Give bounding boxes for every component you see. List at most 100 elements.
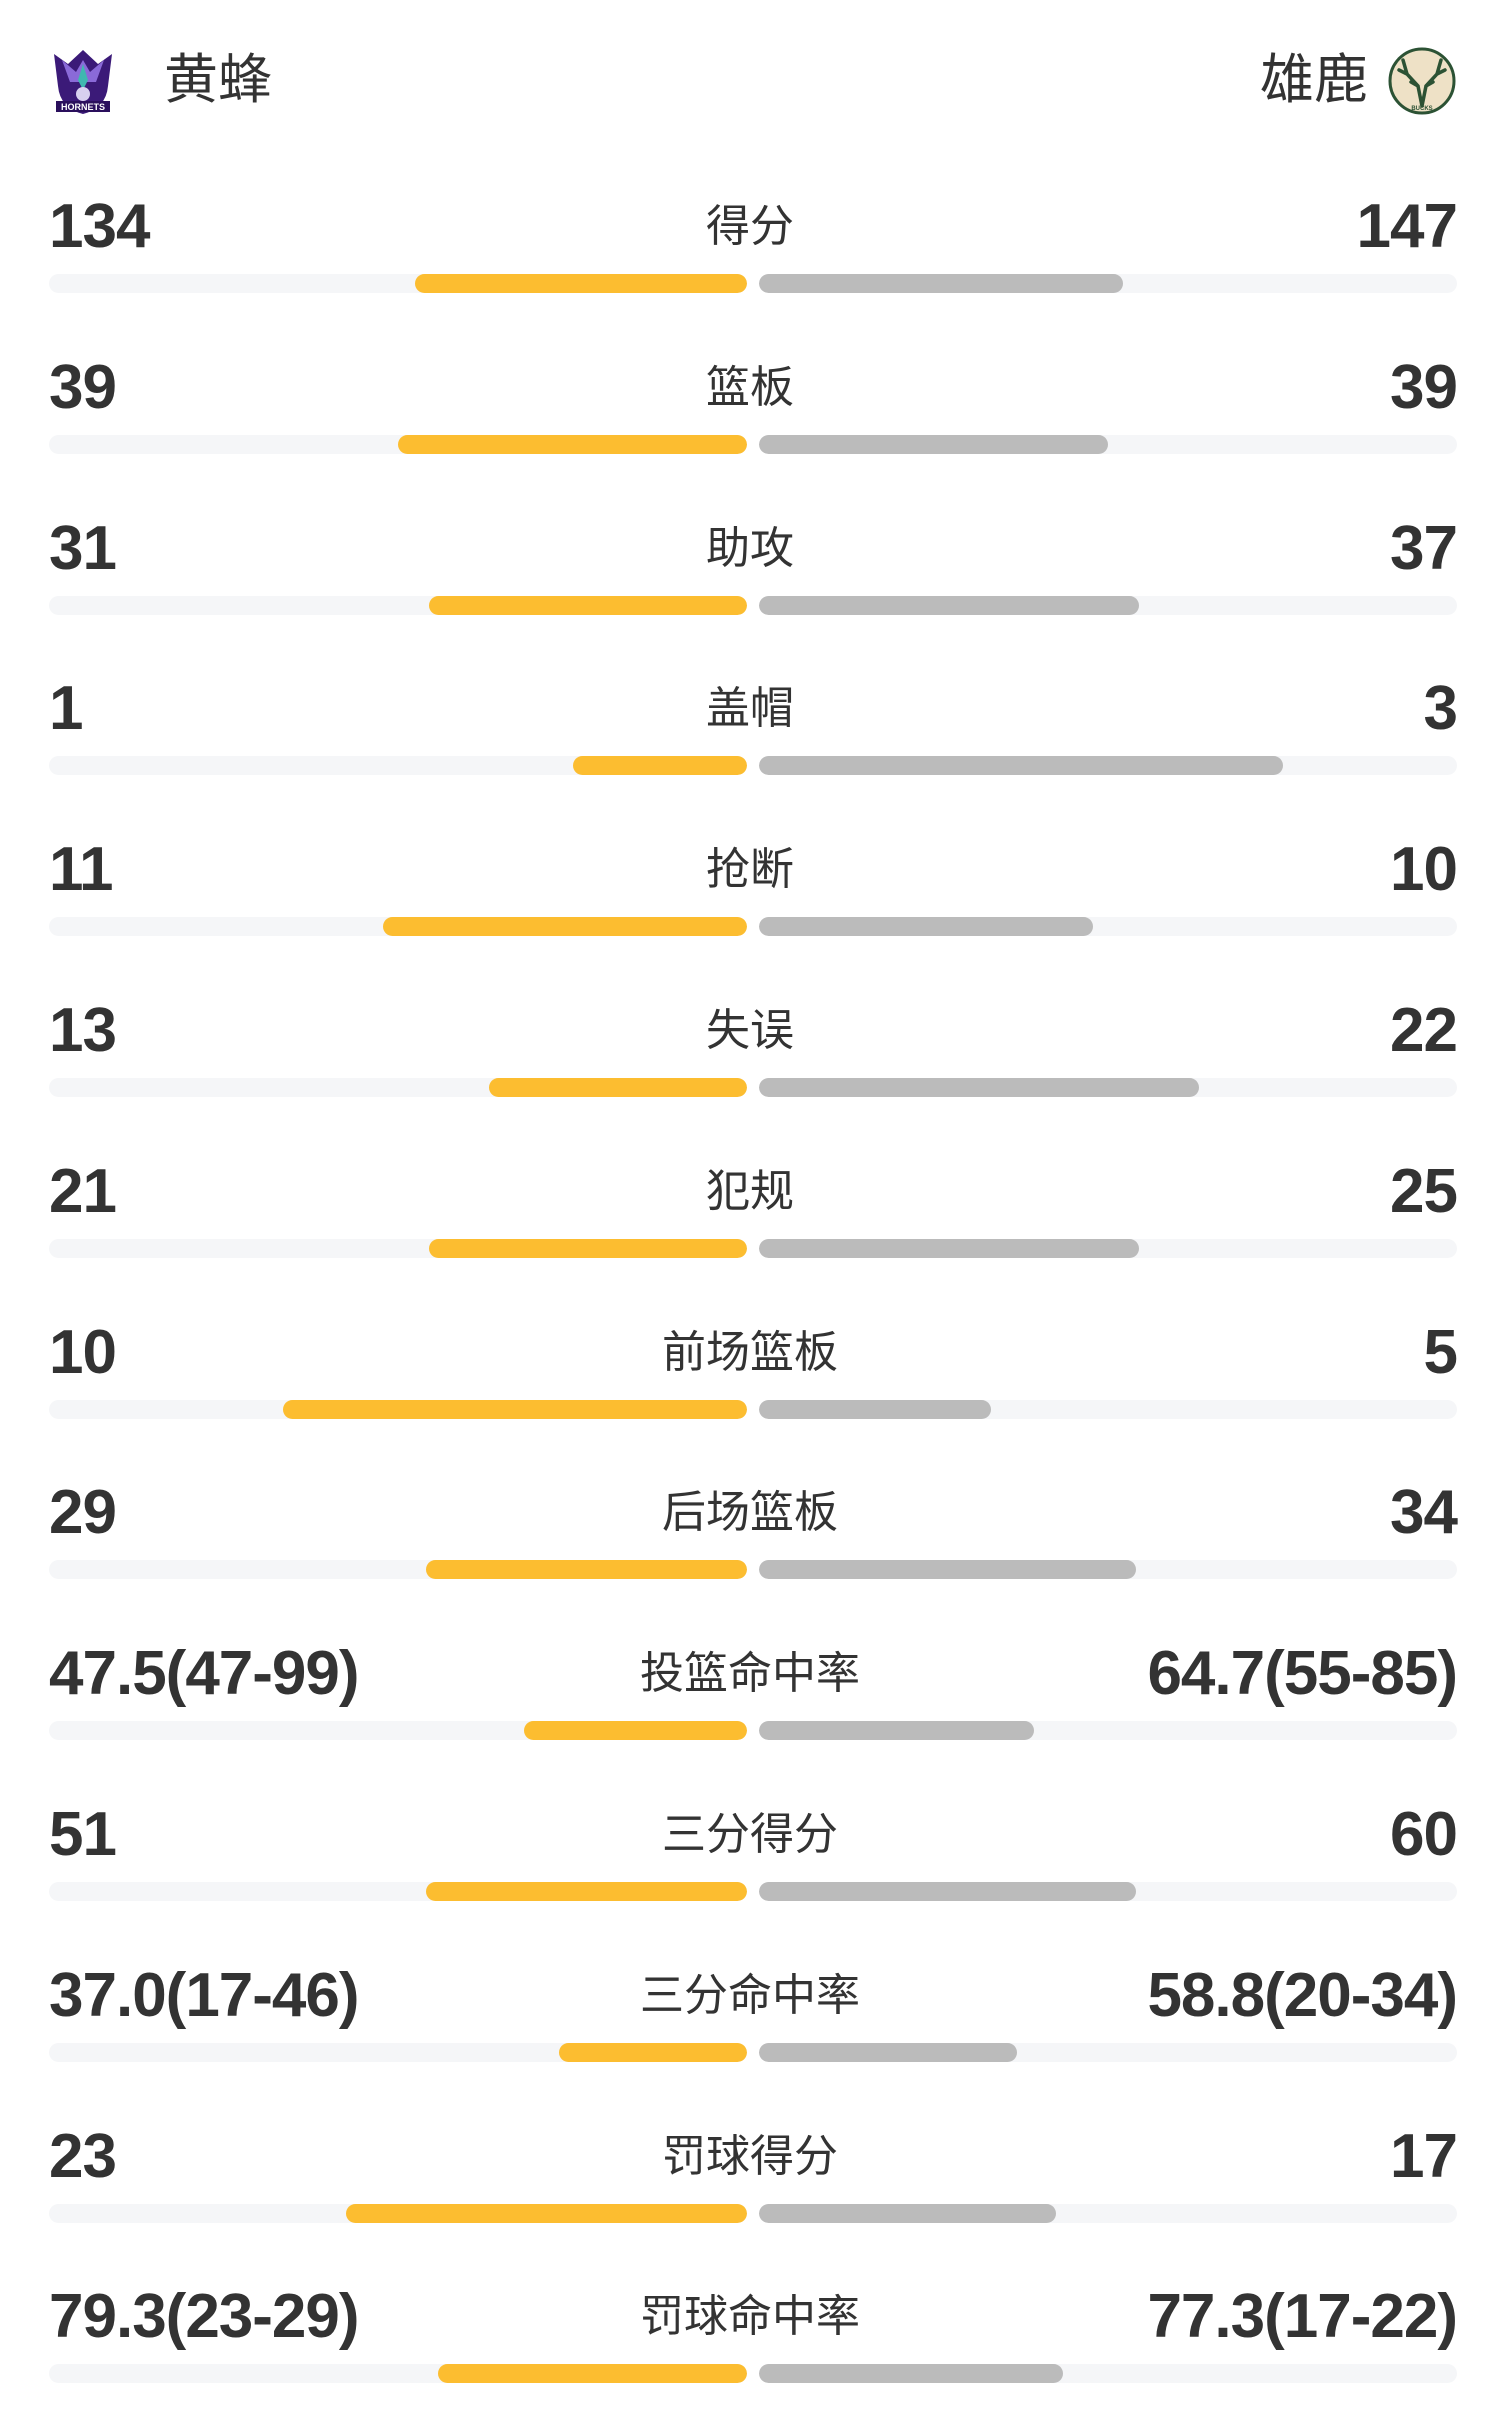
home-bar-fill — [437, 2364, 747, 2384]
stat-label: 篮板 — [706, 361, 794, 413]
home-bar-track — [49, 1399, 747, 1419]
away-bar-fill — [759, 1238, 1139, 1258]
home-value: 79.3(23-29) — [49, 2282, 360, 2352]
hornets-logo[interactable]: HORNETS — [48, 46, 118, 116]
home-bar-fill — [428, 1238, 747, 1258]
away-bar-track — [759, 1399, 1457, 1419]
home-bar-track — [49, 2042, 747, 2062]
away-value: 39 — [1390, 352, 1458, 422]
away-value: 10 — [1390, 835, 1458, 905]
home-bar-fill — [282, 1399, 747, 1419]
away-bar-fill — [759, 2042, 1018, 2062]
home-bar-fill — [425, 1560, 747, 1580]
home-bar-fill — [523, 1721, 747, 1741]
home-value: 29 — [49, 1478, 117, 1548]
home-bar-fill — [382, 917, 747, 937]
home-bar-fill — [345, 2203, 747, 2223]
home-bar-fill — [425, 1881, 747, 1901]
stat-row: 21 犯规 25 — [0, 1137, 1500, 1298]
home-value: 21 — [49, 1156, 117, 1226]
away-value: 34 — [1390, 1478, 1458, 1548]
home-bar-fill — [572, 756, 747, 776]
home-bar-track — [49, 434, 747, 454]
home-value: 23 — [49, 2121, 117, 2191]
svg-text:BUCKS: BUCKS — [1411, 106, 1432, 112]
home-value: 13 — [49, 995, 117, 1065]
away-bar-fill — [759, 434, 1108, 454]
home-team-name: 黄蜂 — [164, 48, 272, 111]
home-bar-fill — [558, 2042, 747, 2062]
home-bar-track — [49, 274, 747, 293]
away-bar-fill — [759, 2364, 1064, 2384]
stat-label: 犯规 — [706, 1165, 794, 1217]
stat-label: 罚球得分 — [662, 2130, 838, 2182]
home-bar-track — [49, 1238, 747, 1258]
stat-label: 前场篮板 — [662, 1326, 838, 1378]
home-bar-track — [49, 1560, 747, 1580]
away-value: 3 — [1423, 674, 1458, 744]
home-bar-track — [49, 595, 747, 615]
home-bar-track — [49, 1721, 747, 1741]
home-bar-track — [49, 2203, 747, 2223]
stat-label: 得分 — [706, 201, 794, 252]
away-bar-track — [759, 434, 1457, 454]
home-value: 10 — [49, 1317, 117, 1387]
away-bar-track — [759, 1881, 1457, 1901]
away-bar-track — [759, 1077, 1457, 1097]
stat-row: 37.0(17-46) 三分命中率 58.8(20-34) — [0, 1941, 1500, 2102]
bucks-logo[interactable]: BUCKS — [1387, 46, 1457, 116]
away-bar-track — [759, 274, 1457, 293]
stat-row: 47.5(47-99) 投篮命中率 64.7(55-85) — [0, 1619, 1500, 1780]
home-value: 11 — [49, 835, 114, 905]
away-bar-fill — [759, 274, 1124, 293]
away-bar-fill — [759, 917, 1093, 937]
home-bar-track — [49, 1077, 747, 1097]
stat-label: 三分得分 — [662, 1808, 838, 1860]
away-value: 37 — [1390, 513, 1458, 583]
away-bar-fill — [759, 1560, 1136, 1580]
away-value: 25 — [1390, 1156, 1458, 1226]
home-bar-track — [49, 2364, 747, 2384]
away-bar-track — [759, 2364, 1457, 2384]
away-bar-track — [759, 2042, 1457, 2062]
home-bar-fill — [488, 1077, 747, 1097]
home-value: 47.5(47-99) — [49, 1639, 360, 1709]
stat-row: 23 罚球得分 17 — [0, 2102, 1500, 2263]
away-bar-track — [759, 1238, 1457, 1258]
stat-row: 39 篮板 39 — [0, 333, 1500, 494]
home-value: 37.0(17-46) — [49, 1960, 360, 2030]
away-value: 5 — [1423, 1317, 1458, 1387]
away-bar-track — [759, 1721, 1457, 1741]
away-value: 64.7(55-85) — [1147, 1639, 1458, 1709]
home-bar-fill — [428, 595, 747, 615]
away-bar-track — [759, 1560, 1457, 1580]
home-bar-track — [49, 1881, 747, 1901]
home-value: 1 — [49, 674, 83, 744]
home-value: 39 — [49, 352, 117, 422]
svg-text:HORNETS: HORNETS — [61, 102, 105, 112]
away-bar-fill — [759, 1881, 1136, 1901]
away-value: 147 — [1356, 192, 1458, 261]
stat-label: 三分命中率 — [640, 1969, 860, 2021]
stat-row: 1 盖帽 3 — [0, 654, 1500, 815]
stat-row: 11 抢断 10 — [0, 815, 1500, 976]
stat-row: 10 前场篮板 5 — [0, 1298, 1500, 1459]
home-value: 31 — [49, 513, 117, 583]
away-bar-track — [759, 595, 1457, 615]
stat-row: 79.3(23-29) 罚球命中率 77.3(17-22) — [0, 2262, 1500, 2423]
home-bar-track — [49, 917, 747, 937]
away-value: 60 — [1390, 1799, 1458, 1869]
stat-row: 134 得分 147 — [0, 172, 1500, 333]
away-bar-fill — [759, 2203, 1056, 2223]
away-bar-fill — [759, 1721, 1034, 1741]
stat-label: 后场篮板 — [662, 1487, 838, 1539]
away-team-name: 雄鹿 — [1260, 48, 1368, 111]
stat-row: 29 后场篮板 34 — [0, 1458, 1500, 1619]
away-bar-fill — [759, 595, 1139, 615]
stat-row: 13 失误 22 — [0, 976, 1500, 1137]
stat-label: 助攻 — [706, 522, 794, 574]
away-bar-fill — [759, 1399, 992, 1419]
home-bar-fill — [414, 274, 747, 293]
away-value: 17 — [1390, 2121, 1458, 2191]
away-bar-fill — [759, 756, 1283, 776]
